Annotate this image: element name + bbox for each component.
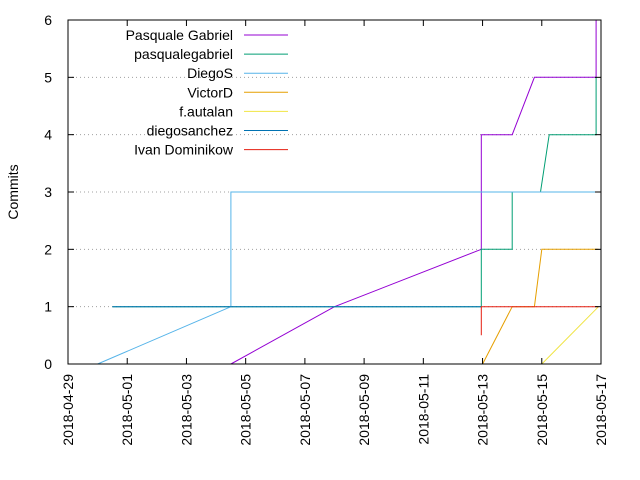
x-tick-label: 2018-05-01 [119, 374, 135, 446]
legend-label: Ivan Dominikow [134, 142, 234, 158]
legend-label: diegosanchez [147, 123, 233, 139]
legend-label: DiegoS [187, 65, 233, 81]
x-tick-label: 2018-05-15 [534, 374, 550, 446]
series-line [97, 191, 599, 365]
y-tick-label: 1 [44, 299, 52, 315]
x-tick-label: 2018-05-09 [356, 374, 372, 446]
series-line [480, 306, 599, 336]
y-tick-label: 6 [44, 12, 52, 28]
x-tick-label: 2018-05-05 [238, 374, 254, 446]
y-tick-label: 4 [44, 127, 52, 143]
x-tick-label: 2018-05-07 [297, 374, 313, 446]
y-tick-label: 0 [44, 356, 52, 372]
y-axis-title: Commits [5, 164, 21, 219]
y-tick-label: 2 [44, 241, 52, 257]
x-tick-label: 2018-04-29 [60, 374, 76, 446]
legend-label: VictorD [187, 84, 233, 100]
y-tick-label: 5 [44, 69, 52, 85]
legend-label: pasqualegabriel [134, 46, 233, 62]
y-tick-label: 3 [44, 184, 52, 200]
x-tick-label: 2018-05-03 [178, 374, 194, 446]
legend-label: Pasquale Gabriel [126, 27, 233, 43]
series-line [230, 20, 597, 365]
legend: Pasquale Gabriel pasqualegabriel DiegoS Vic… [126, 27, 288, 158]
x-tick-label: 2018-05-17 [593, 374, 609, 446]
x-tick-label: 2018-05-13 [475, 374, 491, 446]
legend-label: f.autalan [179, 103, 233, 119]
series-line [541, 306, 599, 365]
plot-area [97, 20, 599, 365]
x-tick-label: 2018-05-11 [415, 374, 431, 445]
axes: 0 1 2 3 4 5 6 2018-04-29 2018-05-01 2018-05-03 201… [44, 12, 609, 446]
